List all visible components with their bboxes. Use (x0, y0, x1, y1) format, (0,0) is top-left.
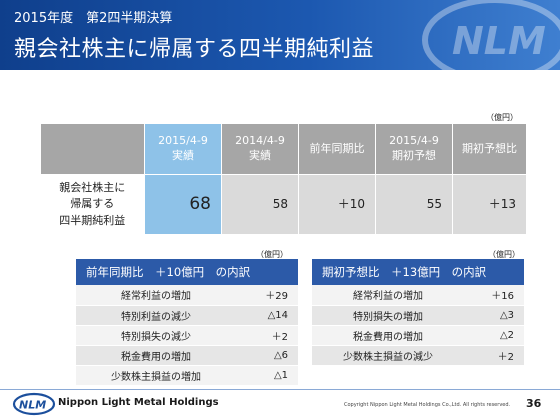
right-breakdown-unit: （億円） (488, 250, 520, 259)
logo-text: NLM (19, 399, 46, 412)
breakdown-value: △1 (236, 365, 299, 386)
yoy-breakdown-title: 前年同期比 ＋10億円 の内訳 (76, 259, 299, 285)
svg-text:NLM: NLM (452, 19, 546, 63)
breakdown-value: ＋2 (236, 325, 299, 346)
breakdown-value: △6 (236, 345, 299, 366)
list-item: 少数株主損益の増加 △1 (76, 365, 299, 386)
title-banner: NLM 2015年度 第2四半期決算 親会社株主に帰属する四半期純利益 (0, 0, 560, 70)
breakdown-value: △3 (464, 305, 525, 326)
breakdown-value: △14 (236, 305, 299, 326)
list-item: 経常利益の増加 ＋16 (312, 285, 525, 306)
list-item: 税金費用の増加 △6 (76, 345, 299, 366)
forecast-breakdown-table: 期初予想比 ＋13億円 の内訳 経常利益の増加 ＋16 特別損失の増加 △3 税… (312, 259, 525, 366)
company-name: Nippon Light Metal Holdings (58, 397, 219, 408)
value-yoy: ＋10 (298, 174, 376, 235)
company-logo-icon: NLM (12, 392, 56, 416)
breakdown-value: ＋16 (464, 285, 525, 306)
value-prior-actual: 58 (221, 174, 299, 235)
table-header-row: 2015/4-9 実績 2014/4-9 実績 前年同期比 2015/4-9 期初予想… (40, 123, 527, 175)
breakdown-item: 経常利益の増加 (76, 285, 236, 306)
breakdown-value: △2 (464, 325, 525, 346)
breakdown-item: 特別損失の減少 (76, 325, 236, 346)
breakdown-item: 特別利益の減少 (76, 305, 236, 326)
breakdown-item: 特別損失の増加 (312, 305, 464, 326)
copyright-notice: Copyright Nippon Light Metal Holdings Co… (344, 402, 511, 408)
col-header-vs-forecast: 期初予想比 (452, 123, 527, 175)
list-item: 特別損失の減少 ＋2 (76, 325, 299, 346)
breakdown-item: 税金費用の増加 (312, 325, 464, 346)
row-label: 親会社株主に 帰属する 四半期純利益 (40, 174, 145, 235)
list-item: 少数株主損益の減少 ＋2 (312, 345, 525, 366)
yoy-breakdown-table: 前年同期比 ＋10億円 の内訳 経常利益の増加 ＋29 特別利益の減少 △14 … (76, 259, 299, 386)
main-table-unit: （億円） (486, 113, 518, 122)
breakdown-item: 経常利益の増加 (312, 285, 464, 306)
list-item: 特別利益の減少 △14 (76, 305, 299, 326)
col-header-prior-actual: 2014/4-9 実績 (221, 123, 299, 175)
forecast-breakdown-title: 期初予想比 ＋13億円 の内訳 (312, 259, 525, 285)
col-header-initial-forecast: 2015/4-9 期初予想 (375, 123, 453, 175)
value-initial-forecast: 55 (375, 174, 453, 235)
net-income-table: 2015/4-9 実績 2014/4-9 実績 前年同期比 2015/4-9 期初予想… (40, 123, 527, 235)
left-breakdown-unit: （億円） (256, 250, 288, 259)
header-blank-cell (40, 123, 145, 175)
footer-divider (0, 389, 560, 390)
page-number: 36 (526, 397, 542, 410)
slide-subtitle: 2015年度 第2四半期決算 (14, 11, 173, 26)
breakdown-item: 少数株主損益の増加 (76, 365, 236, 386)
table-row: 親会社株主に 帰属する 四半期純利益 68 58 ＋10 55 ＋13 (40, 174, 527, 235)
col-header-yoy: 前年同期比 (298, 123, 376, 175)
value-current-actual: 68 (144, 174, 222, 235)
col-header-current-actual: 2015/4-9 実績 (144, 123, 222, 175)
list-item: 税金費用の増加 △2 (312, 325, 525, 346)
list-item: 特別損失の増加 △3 (312, 305, 525, 326)
breakdown-item: 税金費用の増加 (76, 345, 236, 366)
breakdown-value: ＋29 (236, 285, 299, 306)
breakdown-value: ＋2 (464, 345, 525, 366)
list-item: 経常利益の増加 ＋29 (76, 285, 299, 306)
company-logo-watermark-icon: NLM (422, 0, 560, 70)
slide-title: 親会社株主に帰属する四半期純利益 (14, 37, 375, 62)
value-vs-forecast: ＋13 (452, 174, 527, 235)
breakdown-item: 少数株主損益の減少 (312, 345, 464, 366)
